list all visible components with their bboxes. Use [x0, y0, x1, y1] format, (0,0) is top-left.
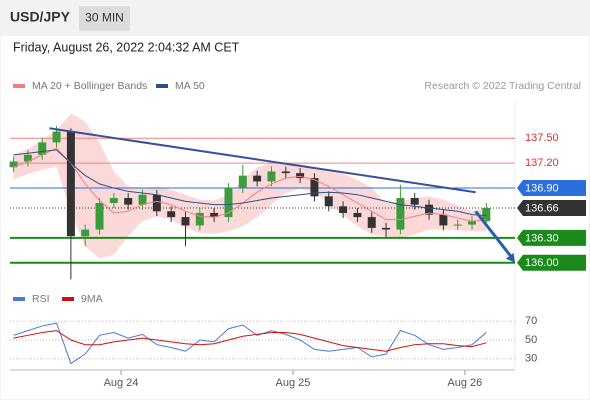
moving-average: [13, 149, 487, 216]
trendline: [49, 127, 476, 194]
candle-body: [439, 214, 448, 226]
level-label: 137.50: [525, 132, 559, 144]
candle-body: [396, 198, 405, 230]
level-box: [517, 229, 586, 246]
legend-swatch: [156, 84, 168, 88]
level-box: [517, 254, 586, 271]
legend-swatch: [13, 297, 25, 301]
candle-body: [310, 178, 319, 197]
candle-body: [95, 203, 104, 230]
level-label: 136.66: [525, 202, 559, 214]
candle-body: [382, 227, 391, 230]
candle-body: [23, 154, 32, 162]
candle-body: [339, 206, 348, 213]
candle-body: [167, 211, 176, 218]
candle-body: [124, 198, 133, 205]
y-tick-label: 30: [525, 353, 537, 365]
candle-body: [181, 217, 190, 226]
x-tick-label: Aug 26: [447, 377, 482, 389]
symbol: USD/JPY: [10, 9, 71, 25]
candle-body: [482, 207, 491, 222]
level-label: 136.30: [525, 232, 559, 244]
indicator-line: [13, 330, 487, 352]
candle-body: [52, 131, 61, 143]
candle-body: [353, 212, 362, 218]
x-tick-label: Aug 25: [276, 377, 311, 389]
interval-button[interactable]: [79, 6, 130, 31]
candle-body: [253, 175, 262, 182]
arrow-head: [505, 252, 515, 263]
credit: Research © 2022 Trading Central: [424, 80, 581, 92]
timestamp: Friday, August 26, 2022 2:04:32 AM CET: [13, 40, 240, 54]
candle-body: [81, 229, 90, 237]
level-label: 136.90: [525, 182, 559, 194]
candle-body: [296, 173, 305, 179]
forecast-arrow: [474, 210, 514, 259]
legend-label: MA 50: [175, 80, 205, 92]
legend-label: RSI: [32, 293, 50, 305]
legend-swatch: [62, 297, 74, 301]
legend-label: 9MA: [81, 293, 103, 305]
candle-body: [210, 212, 219, 218]
level-box: [517, 199, 586, 216]
level-label: 136.00: [525, 257, 559, 269]
candle-body: [410, 198, 419, 205]
candle-body: [138, 194, 147, 205]
candle-body: [38, 142, 47, 155]
level-label: 137.20: [525, 157, 559, 169]
candle-body: [238, 175, 247, 189]
x-tick-label: Aug 24: [104, 377, 139, 389]
candle-body: [453, 224, 462, 226]
y-tick-label: 70: [525, 315, 537, 327]
candle-body: [195, 212, 204, 226]
candle-body: [367, 217, 376, 228]
interval-label: 30 MIN: [85, 11, 124, 25]
candle-body: [468, 221, 477, 225]
legend-label: MA 20 + Bollinger Bands: [32, 80, 147, 92]
legend-swatch: [13, 84, 25, 88]
candle-body: [324, 196, 333, 207]
candle-body: [281, 171, 290, 174]
moving-average: [13, 147, 487, 222]
candle-body: [109, 198, 118, 203]
candle-body: [224, 188, 233, 218]
candle-body: [152, 194, 161, 212]
level-box: [517, 180, 586, 197]
candle-body: [267, 171, 276, 182]
candle-body: [425, 204, 434, 215]
y-tick-label: 50: [525, 334, 537, 346]
candle-body: [66, 131, 75, 237]
candle-body: [9, 161, 18, 168]
